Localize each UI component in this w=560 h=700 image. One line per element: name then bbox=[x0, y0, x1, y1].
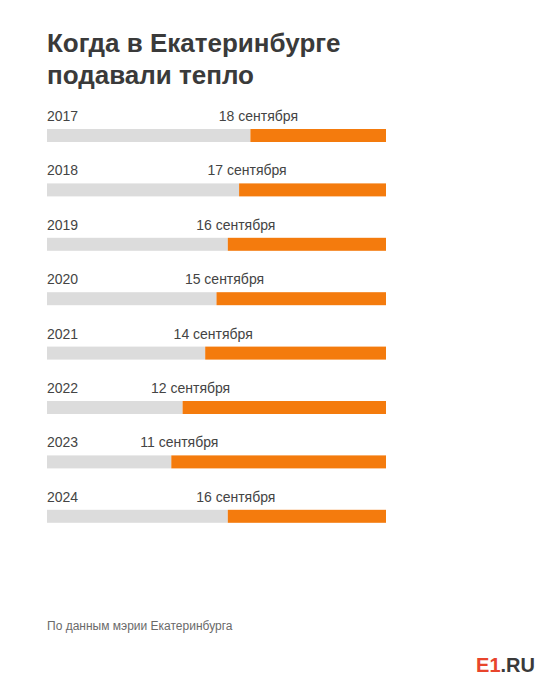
logo: E1.RU bbox=[476, 654, 535, 676]
bar-before bbox=[47, 510, 228, 523]
bar-before bbox=[47, 238, 228, 251]
data-label: 14 сентября bbox=[174, 326, 253, 342]
bar-heating bbox=[205, 347, 386, 360]
data-label: 17 сентября bbox=[207, 162, 286, 178]
bar-before bbox=[47, 401, 183, 414]
category-label: 2017 bbox=[47, 108, 78, 124]
category-label: 2022 bbox=[47, 380, 78, 396]
bar-heating bbox=[217, 292, 387, 305]
logo-part: .RU bbox=[501, 654, 535, 676]
logo-part: E1 bbox=[476, 654, 500, 676]
data-label: 12 сентября bbox=[151, 380, 230, 396]
data-label: 15 сентября bbox=[185, 271, 264, 287]
bar-heating bbox=[239, 183, 386, 196]
title-line: подавали тепло bbox=[47, 60, 254, 90]
bar-heating bbox=[228, 510, 386, 523]
category-label: 2018 bbox=[47, 162, 78, 178]
category-label: 2023 bbox=[47, 434, 78, 450]
chart: Когда в Екатеринбургеподавали тепло20172… bbox=[0, 0, 560, 700]
category-label: 2019 bbox=[47, 217, 78, 233]
category-label: 2020 bbox=[47, 271, 78, 287]
title-line: Когда в Екатеринбурге bbox=[47, 28, 341, 58]
data-label: 16 сентября bbox=[196, 217, 275, 233]
category-label: 2021 bbox=[47, 326, 78, 342]
bar-heating bbox=[228, 238, 386, 251]
data-labels: 18 сентября 17 сентября 16 сентября 15 сент… bbox=[140, 108, 298, 505]
bar-before bbox=[47, 183, 239, 196]
bar-heating bbox=[171, 455, 386, 468]
bar-heating bbox=[250, 129, 386, 142]
source-note: По данным мэрии Екатеринбурга bbox=[47, 619, 233, 633]
bars bbox=[47, 129, 386, 523]
bar-before bbox=[47, 347, 205, 360]
bar-before bbox=[47, 129, 250, 142]
title: Когда в Екатеринбургеподавали тепло bbox=[47, 28, 341, 90]
data-label: 16 сентября bbox=[196, 489, 275, 505]
bar-before bbox=[47, 455, 171, 468]
bar-before bbox=[47, 292, 217, 305]
data-label: 11 сентября bbox=[140, 434, 218, 450]
category-labels: 2017 2018 2019 2020 2021 2022 2023 2024 bbox=[47, 108, 78, 505]
category-label: 2024 bbox=[47, 489, 78, 505]
data-label: 18 сентября bbox=[219, 108, 298, 124]
bar-heating bbox=[183, 401, 386, 414]
